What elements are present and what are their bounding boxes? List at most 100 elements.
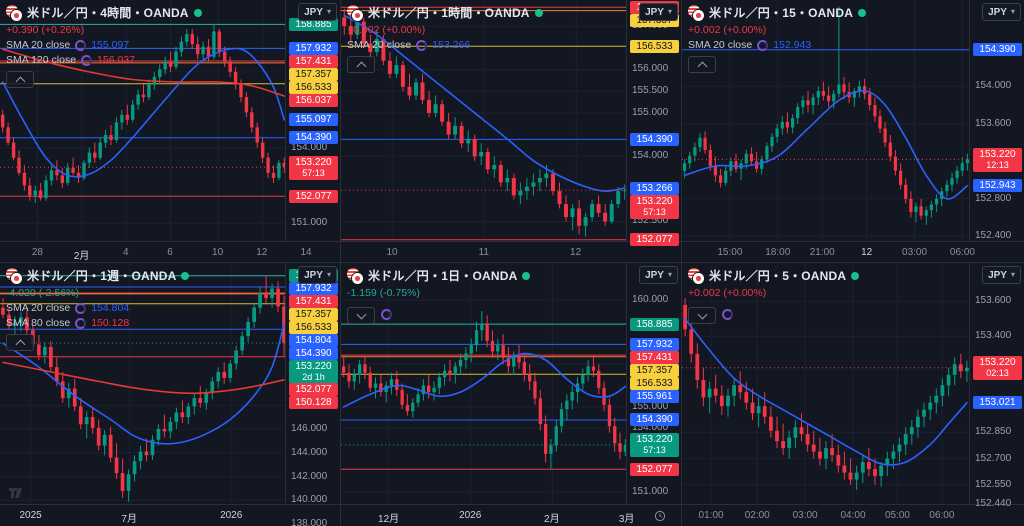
market-open-dot-icon: [522, 271, 531, 280]
chart-title[interactable]: 米ドル／円・4時間・OANDA: [27, 6, 189, 20]
time-axis[interactable]: 10 11 12: [341, 241, 681, 262]
chevron-down-icon: ▾: [667, 7, 672, 16]
candles-svg[interactable]: [341, 263, 628, 504]
candles-svg[interactable]: [0, 0, 287, 241]
legend-controls-row: [688, 54, 716, 73]
time-tick: 12: [570, 247, 582, 258]
sma-legend-row[interactable]: SMA 80 close 150.128: [6, 317, 129, 329]
time-axis[interactable]: 2025 7月 2026: [0, 504, 340, 526]
indicator-legend: SMA 20 close 154.804 SMA 80 close 150.128: [6, 302, 129, 329]
price-scale[interactable]: [285, 0, 340, 241]
currency-dropdown[interactable]: JPY ▾: [298, 266, 337, 284]
chart-panel-4h[interactable]: 28 2月 4 6 10 12 14 157.000 154.000 151.000 158.88…: [0, 0, 341, 263]
candles-svg[interactable]: [341, 0, 628, 241]
time-tick: 10: [212, 247, 224, 258]
indicator-legend: SMA 20 close 153.266: [347, 39, 470, 51]
currency-dropdown[interactable]: JPY ▾: [982, 266, 1021, 284]
expand-legend-button[interactable]: [347, 307, 375, 324]
currency-label: JPY: [645, 6, 664, 18]
legend-controls-row: [6, 69, 34, 88]
time-tick: 18:00: [765, 247, 791, 258]
currency-label: JPY: [645, 269, 664, 281]
sma-legend-row[interactable]: SMA 20 close 154.804: [6, 302, 129, 314]
expand-legend-button[interactable]: [688, 307, 716, 324]
currency-dropdown[interactable]: JPY ▾: [639, 266, 678, 284]
chart-pane[interactable]: [341, 0, 628, 241]
chart-pane[interactable]: [341, 263, 628, 504]
chart-panel-1d[interactable]: 12月 2026 2月 3月 160.000 157.000 155.000 154.000…: [341, 263, 682, 526]
time-tick: 14: [300, 247, 312, 258]
price-scale[interactable]: [285, 263, 340, 504]
time-axis[interactable]: 12月 2026 2月 3月: [341, 504, 681, 526]
chart-header: 米ドル／円・1日・OANDA -1.159 (-0.75%): [347, 267, 531, 324]
candles-svg[interactable]: [682, 263, 970, 504]
price-scale[interactable]: [626, 263, 681, 504]
chevron-up-icon: [697, 61, 707, 72]
chart-title[interactable]: 米ドル／円・1時間・OANDA: [368, 6, 530, 20]
indicator-loading-icon: [416, 39, 428, 51]
sma-label: SMA 20 close: [347, 39, 412, 51]
time-tick: 04:00: [840, 510, 866, 521]
chevron-up-icon: [356, 61, 366, 72]
collapse-legend-button[interactable]: [688, 56, 716, 73]
candles-svg[interactable]: [682, 0, 970, 241]
chart-panel-1w[interactable]: 2025 7月 2026 148.000 146.000 144.000 142.000 1…: [0, 263, 341, 526]
price-change: -1.159 (-0.75%): [347, 287, 420, 299]
legend-controls-row: [347, 54, 375, 73]
chart-title[interactable]: 米ドル／円・1週・OANDA: [27, 269, 177, 283]
price-scale[interactable]: [969, 263, 1024, 504]
sma-value: 154.804: [91, 302, 130, 314]
indicator-loading-icon: [75, 317, 87, 329]
sma-value: 156.037: [97, 54, 136, 66]
chart-panel-1h[interactable]: 10 11 12 157.000 156.000 155.500 155.000 154.0…: [341, 0, 682, 263]
legend-controls-row: [6, 332, 34, 351]
chart-panel-5m[interactable]: 01:00 02:00 03:00 04:00 05:00 06:00 153.600 15…: [682, 263, 1024, 526]
collapse-legend-button[interactable]: [347, 56, 375, 73]
time-axis[interactable]: 15:00 18:00 21:00 12 03:00 06:00: [682, 241, 1024, 262]
symbol-pair-logo-icon: [347, 267, 363, 284]
currency-dropdown[interactable]: JPY ▾: [639, 3, 678, 21]
symbol-row: 米ドル／円・1週・OANDA: [6, 267, 190, 284]
time-tick: 03:00: [792, 510, 818, 521]
legend-controls-row: [347, 305, 392, 324]
sma-legend-row[interactable]: SMA 120 close 156.037: [6, 54, 135, 66]
chart-header: 米ドル／円・1週・OANDA -4.020 (-2.56%) SMA 20 cl…: [6, 267, 190, 351]
sma-label: SMA 20 close: [688, 39, 753, 51]
sma-legend-row[interactable]: SMA 20 close 155.097: [6, 39, 135, 51]
time-tick: 28: [31, 247, 43, 258]
sma-legend-row[interactable]: SMA 20 close 152.943: [688, 39, 811, 51]
indicator-loading-icon: [722, 309, 733, 320]
time-tick: 2026: [220, 510, 243, 521]
chevron-down-icon: [356, 309, 366, 320]
symbol-pair-logo-icon: [688, 4, 704, 21]
price-scale[interactable]: [626, 0, 681, 241]
currency-label: JPY: [988, 269, 1007, 281]
chevron-up-icon: [15, 339, 25, 350]
symbol-pair-logo-icon: [6, 4, 22, 21]
sma-legend-row[interactable]: SMA 20 close 153.266: [347, 39, 470, 51]
chart-pane[interactable]: [682, 0, 970, 241]
sma-label: SMA 120 close: [6, 54, 77, 66]
price-scale[interactable]: [969, 0, 1024, 241]
chart-pane[interactable]: [0, 0, 287, 241]
time-axis[interactable]: 01:00 02:00 03:00 04:00 05:00 06:00: [682, 504, 1024, 526]
chart-panel-15m[interactable]: 15:00 18:00 21:00 12 03:00 06:00 154.000 153.6…: [682, 0, 1024, 263]
currency-dropdown[interactable]: JPY ▾: [982, 3, 1021, 21]
chart-pane[interactable]: [682, 263, 970, 504]
time-axis[interactable]: 28 2月 4 6 10 12 14: [0, 241, 340, 262]
currency-label: JPY: [988, 6, 1007, 18]
price-change: +0.002 (+0.00%): [347, 24, 426, 36]
collapse-legend-button[interactable]: [6, 71, 34, 88]
collapse-legend-button[interactable]: [6, 334, 34, 351]
clock-icon[interactable]: [654, 509, 666, 526]
tradingview-logo[interactable]: [8, 486, 24, 500]
chart-title[interactable]: 米ドル／円・15・OANDA: [709, 6, 854, 20]
chevron-up-icon: [15, 76, 25, 87]
chart-title[interactable]: 米ドル／円・1日・OANDA: [368, 269, 518, 283]
indicator-legend: SMA 20 close 155.097 SMA 120 close 156.037: [6, 39, 135, 66]
currency-dropdown[interactable]: JPY ▾: [298, 3, 337, 21]
sma-label: SMA 20 close: [6, 302, 71, 314]
time-tick: 06:00: [929, 510, 955, 521]
time-tick: 11: [478, 247, 489, 258]
chart-title[interactable]: 米ドル／円・5・OANDA: [709, 269, 847, 283]
